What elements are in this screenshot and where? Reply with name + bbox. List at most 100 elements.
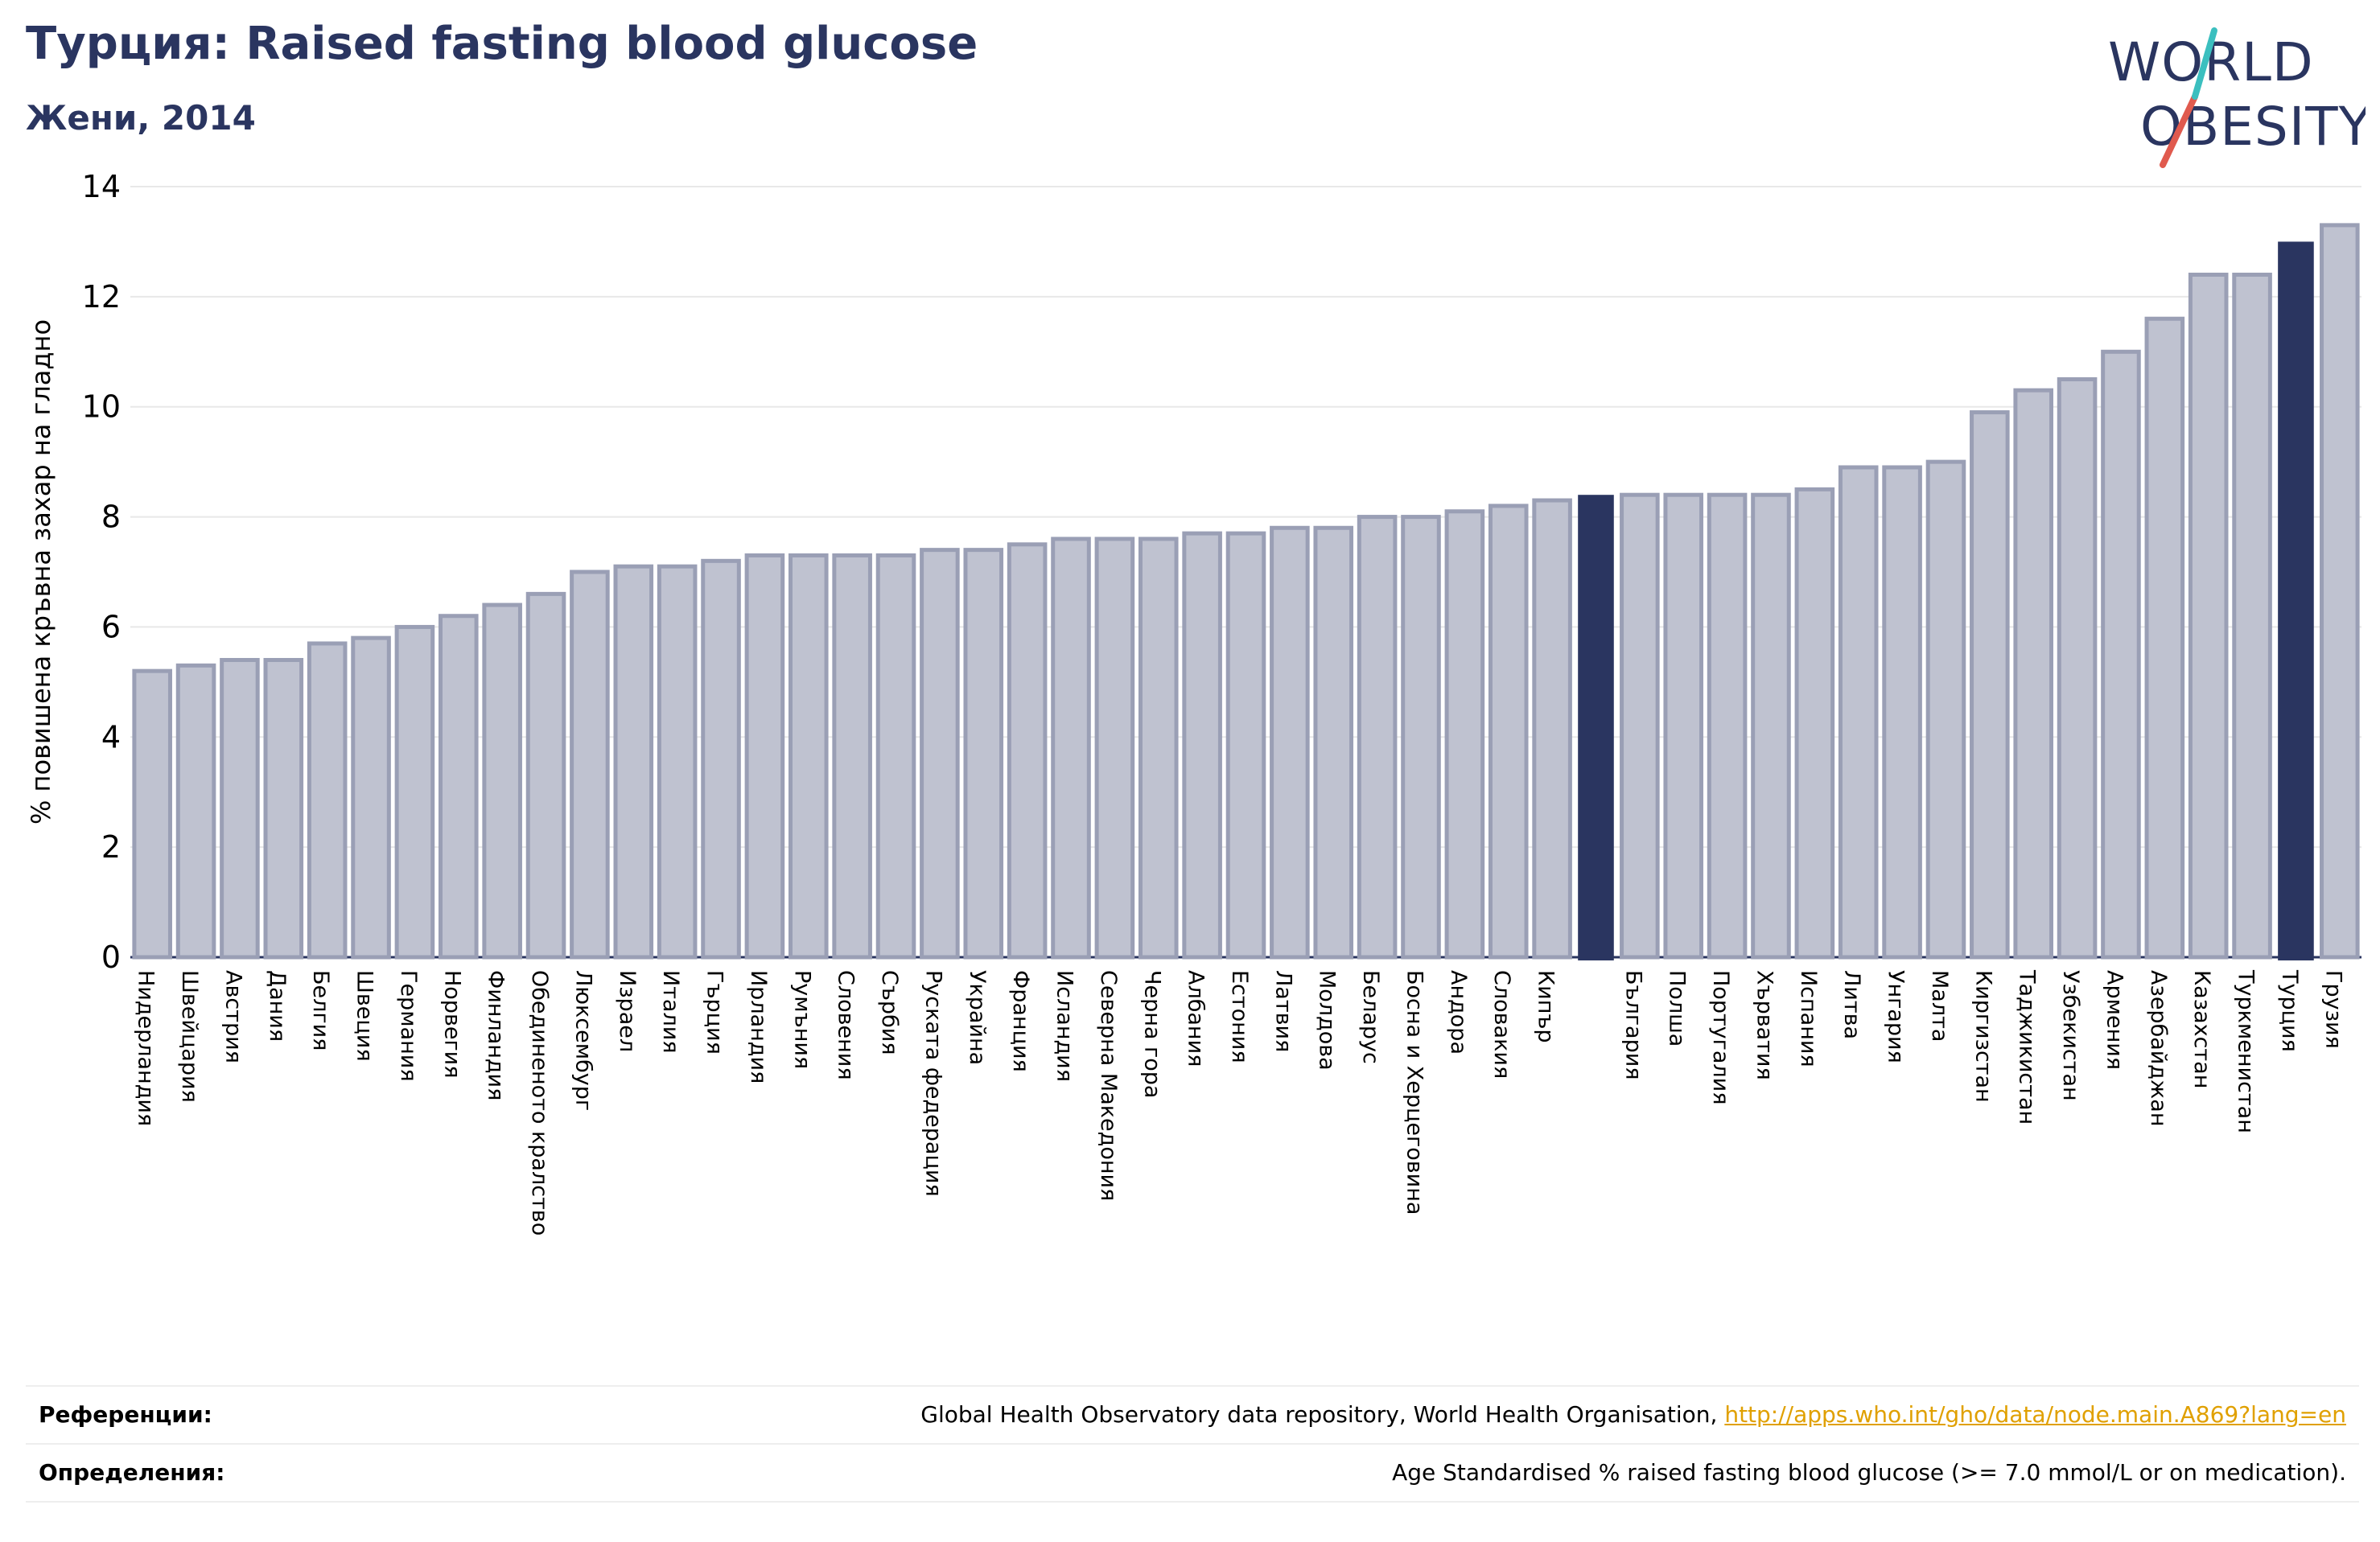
bar: [1051, 537, 1091, 960]
bar: [132, 668, 172, 960]
x-tick-labels: Нидерландия Швейцария Австрия Дания Белгия Шв…: [134, 969, 2346, 1236]
bar: [1357, 515, 1398, 960]
definitions-value: Age Standardised % raised fasting blood …: [1392, 1459, 2346, 1486]
x-tick-label: Украйна: [965, 970, 990, 1065]
x-tick-label: Швейцария: [177, 970, 202, 1103]
bar: [1270, 525, 1310, 960]
x-tick-label: Словакия: [1489, 970, 1514, 1079]
bar: [1794, 487, 1835, 960]
bar: [832, 553, 872, 960]
x-tick-label: Унгария: [1884, 970, 1909, 1063]
bar: [657, 564, 698, 960]
x-tick-label: Молдова: [1315, 970, 1340, 1071]
references-text: Global Health Observatory data repositor…: [920, 1401, 1725, 1428]
x-tick-label: Обединеното кралство: [527, 970, 552, 1236]
x-tick-label: Дания: [265, 970, 290, 1042]
x-tick-label: Франция: [1008, 970, 1033, 1072]
x-tick-label: Естония: [1227, 970, 1252, 1063]
y-axis-label: % повишена кръвна захар на гладно: [26, 319, 56, 824]
x-tick-label: Германия: [396, 970, 421, 1082]
x-tick-label: Узбекистан: [2058, 970, 2083, 1101]
bar: [963, 548, 1004, 960]
bar: [1663, 492, 1704, 960]
logo-slash-teal: [2192, 27, 2217, 100]
bar: [2188, 272, 2229, 960]
x-tick-label: България: [1620, 970, 1645, 1080]
x-tick-label: Испания: [1796, 970, 1821, 1067]
x-tick-label: Словения: [834, 970, 859, 1080]
x-tick-label: Грузия: [2320, 970, 2345, 1049]
x-tick-label: Турция: [2277, 969, 2302, 1052]
bar: [1838, 465, 1879, 960]
x-tick-label: Черна гора: [1139, 970, 1164, 1098]
bar: [1313, 525, 1354, 960]
bar: [1225, 531, 1266, 960]
bar: [1444, 509, 1485, 960]
x-tick-label: Андора: [1446, 970, 1471, 1055]
x-tick-label: Азербайджан: [2146, 970, 2171, 1127]
bar: [1882, 465, 1922, 960]
x-tick-label: Норвегия: [439, 970, 464, 1078]
logo-slash-red: [2160, 93, 2198, 168]
x-tick-label: Албания: [1184, 970, 1209, 1067]
x-tick-label: Беларус: [1358, 970, 1383, 1064]
definitions-row: Определения: Age Standardised % raised f…: [26, 1446, 2359, 1499]
bar: [175, 663, 216, 960]
x-tick-label: Люксембург: [570, 970, 595, 1111]
bar: [394, 624, 435, 960]
x-tick-label: Ирландия: [746, 970, 771, 1084]
bar-chart: 0 2 4 6 8 10 12 14 Нидерландия Швейцария Австрия Д…: [26, 169, 2361, 1236]
references-link[interactable]: http://apps.who.int/gho/data/node.main.A…: [1724, 1401, 2346, 1428]
x-tick-label: Литва: [1839, 970, 1864, 1039]
x-tick-label: Северна Македония: [1096, 970, 1121, 1201]
x-tick-label: Израел: [615, 970, 640, 1052]
bar: [1925, 459, 1966, 960]
y-tick-labels: 0 2 4 6 8 10 12 14: [82, 169, 121, 975]
bar: [920, 548, 960, 960]
x-tick-label: Кипър: [1534, 970, 1559, 1043]
references-value: Global Health Observatory data repositor…: [920, 1388, 2346, 1441]
x-tick-label: Австрия: [220, 970, 245, 1063]
bar: [1532, 498, 1572, 960]
bar: [439, 614, 479, 960]
bar: [788, 553, 829, 960]
chart-title: Турция: Raised fasting blood glucose: [26, 18, 978, 70]
y-tick-label: 14: [82, 169, 121, 204]
bar: [2101, 349, 2141, 960]
bar: [1401, 515, 1441, 960]
bar: [2320, 223, 2360, 960]
x-tick-label: Киргизстан: [1970, 970, 1995, 1103]
y-tick-label: 2: [101, 829, 121, 865]
bar: [2232, 272, 2272, 960]
definitions-label: Определения:: [39, 1459, 225, 1486]
bar: [744, 553, 785, 960]
x-tick-label: Сърбия: [877, 970, 902, 1055]
x-tick-label: Финландия: [484, 970, 509, 1100]
bar: [1094, 537, 1135, 960]
bar: [220, 657, 260, 960]
chart-subtitle: Жени, 2014: [26, 98, 256, 138]
bar: [1970, 410, 2010, 960]
x-tick-label: Таджикистан: [2015, 969, 2040, 1125]
y-tick-label: 8: [101, 500, 121, 535]
bar: [2144, 316, 2185, 960]
bar: [613, 564, 654, 960]
bar: [482, 602, 522, 960]
x-tick-label: Италия: [658, 970, 683, 1054]
bar: [1620, 492, 1660, 960]
bar: [2278, 241, 2314, 960]
bar: [570, 570, 610, 960]
x-tick-label: Руската федерация: [920, 970, 945, 1197]
references-label: Референции:: [39, 1401, 212, 1428]
x-tick-label: Швеция: [352, 970, 377, 1062]
bar: [525, 591, 566, 960]
bar: [1007, 542, 1048, 960]
x-tick-label: Румъния: [789, 970, 814, 1069]
bar: [1138, 537, 1179, 960]
x-tick-label: Гърция: [702, 970, 727, 1055]
bars: [132, 223, 2360, 960]
references-row: Референции: Global Health Observatory da…: [26, 1388, 2359, 1441]
x-tick-label: Босна и Херцеговина: [1402, 970, 1427, 1215]
footer: Референции: Global Health Observatory da…: [26, 1385, 2359, 1506]
x-tick-label: Малта: [1927, 970, 1952, 1042]
